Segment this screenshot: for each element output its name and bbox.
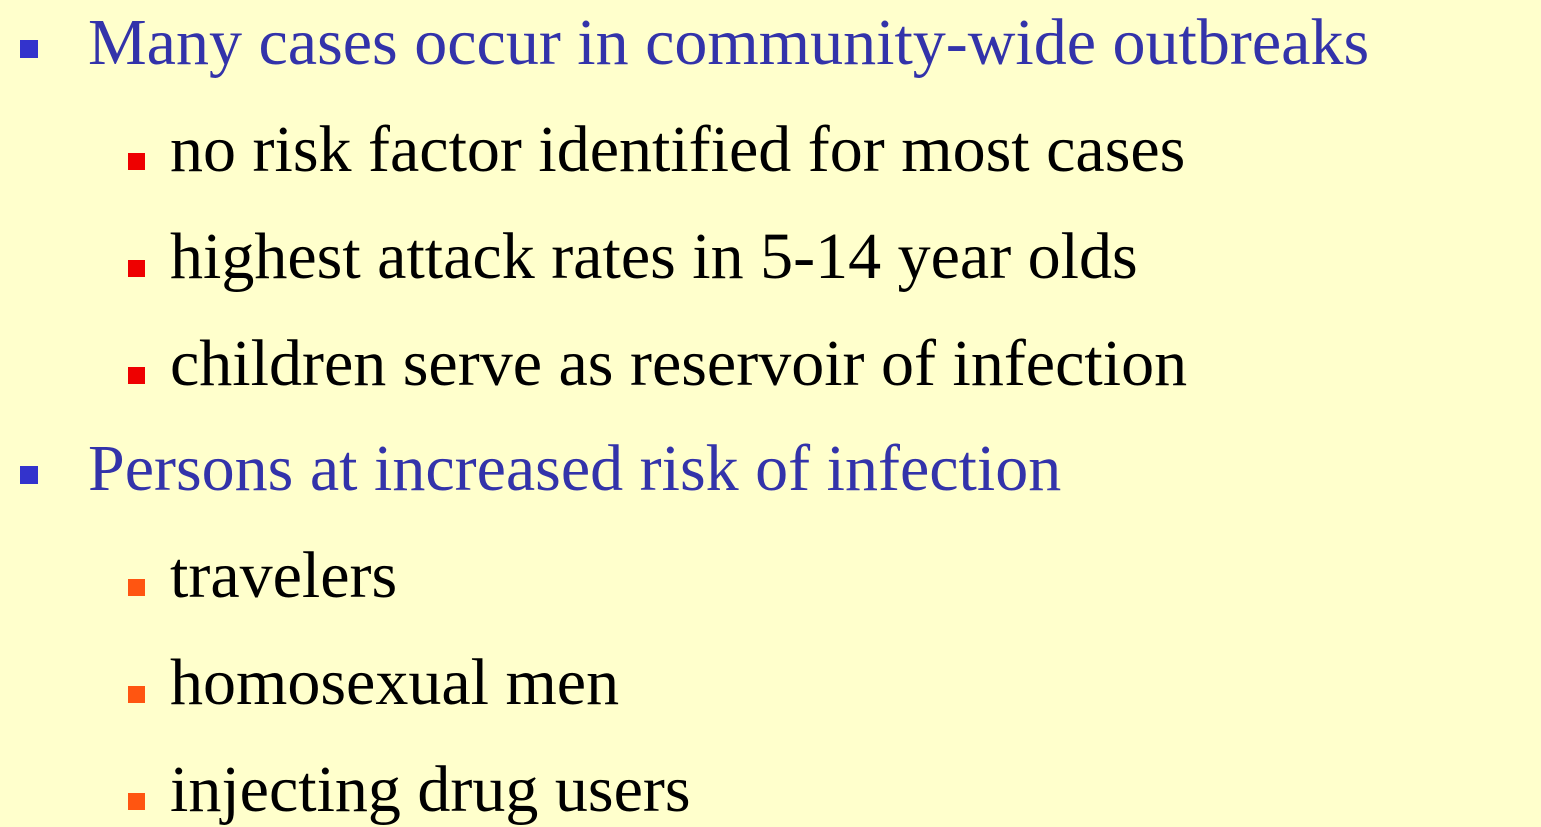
bullet-marker xyxy=(20,466,38,484)
bullet-text: Persons at increased risk of infection xyxy=(88,432,1062,505)
sub-bullet-marker xyxy=(128,260,145,277)
sub-bullet-marker xyxy=(128,686,145,703)
sub-bullet-text: travelers xyxy=(170,539,398,612)
sub-bullet-marker xyxy=(128,793,145,810)
sub-bullet-text: homosexual men xyxy=(170,646,620,719)
bullet-marker xyxy=(20,40,38,58)
sub-bullet-text: no risk factor identified for most cases xyxy=(170,113,1186,186)
bullet-text: Many cases occur in community-wide outbr… xyxy=(88,6,1370,79)
sub-bullet-marker xyxy=(128,367,145,384)
sub-bullet-marker xyxy=(128,153,145,170)
sub-bullet-text: children serve as reservoir of infection xyxy=(170,327,1188,400)
sub-bullet-marker xyxy=(128,579,145,596)
sub-bullet-text: injecting drug users xyxy=(170,753,691,826)
sub-bullet-text: highest attack rates in 5-14 year olds xyxy=(170,220,1138,293)
